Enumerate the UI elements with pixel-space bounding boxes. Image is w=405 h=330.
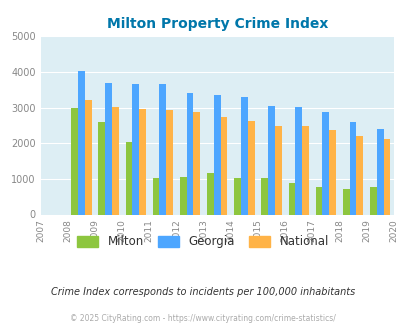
Bar bbox=[152, 178, 159, 214]
Text: © 2025 CityRating.com - https://www.cityrating.com/crime-statistics/: © 2025 CityRating.com - https://www.city… bbox=[70, 314, 335, 323]
Bar bbox=[179, 177, 186, 214]
Bar bbox=[105, 83, 112, 214]
Bar bbox=[261, 178, 267, 214]
Bar bbox=[369, 187, 376, 214]
Bar bbox=[247, 121, 254, 214]
Bar bbox=[71, 108, 78, 214]
Bar bbox=[356, 136, 362, 214]
Bar bbox=[301, 126, 308, 214]
Bar bbox=[98, 122, 105, 214]
Bar bbox=[294, 107, 301, 214]
Text: Crime Index corresponds to incidents per 100,000 inhabitants: Crime Index corresponds to incidents per… bbox=[51, 287, 354, 297]
Bar bbox=[376, 129, 383, 214]
Bar bbox=[112, 107, 118, 214]
Bar bbox=[274, 126, 281, 214]
Bar bbox=[234, 178, 241, 214]
Bar bbox=[328, 130, 335, 214]
Bar bbox=[132, 84, 139, 214]
Title: Milton Property Crime Index: Milton Property Crime Index bbox=[106, 17, 327, 31]
Bar bbox=[186, 93, 193, 214]
Bar bbox=[159, 84, 166, 214]
Bar bbox=[139, 109, 145, 214]
Bar bbox=[78, 71, 85, 215]
Legend: Milton, Georgia, National: Milton, Georgia, National bbox=[72, 231, 333, 253]
Bar bbox=[166, 110, 173, 214]
Bar bbox=[288, 183, 294, 214]
Bar bbox=[193, 112, 200, 214]
Bar bbox=[349, 122, 356, 214]
Bar bbox=[315, 187, 322, 214]
Bar bbox=[220, 117, 227, 214]
Bar bbox=[241, 97, 247, 214]
Bar bbox=[207, 173, 213, 214]
Bar bbox=[383, 139, 390, 214]
Bar bbox=[322, 112, 328, 214]
Bar bbox=[125, 142, 132, 214]
Bar bbox=[267, 106, 274, 214]
Bar bbox=[85, 100, 91, 214]
Bar bbox=[342, 189, 349, 214]
Bar bbox=[213, 95, 220, 214]
